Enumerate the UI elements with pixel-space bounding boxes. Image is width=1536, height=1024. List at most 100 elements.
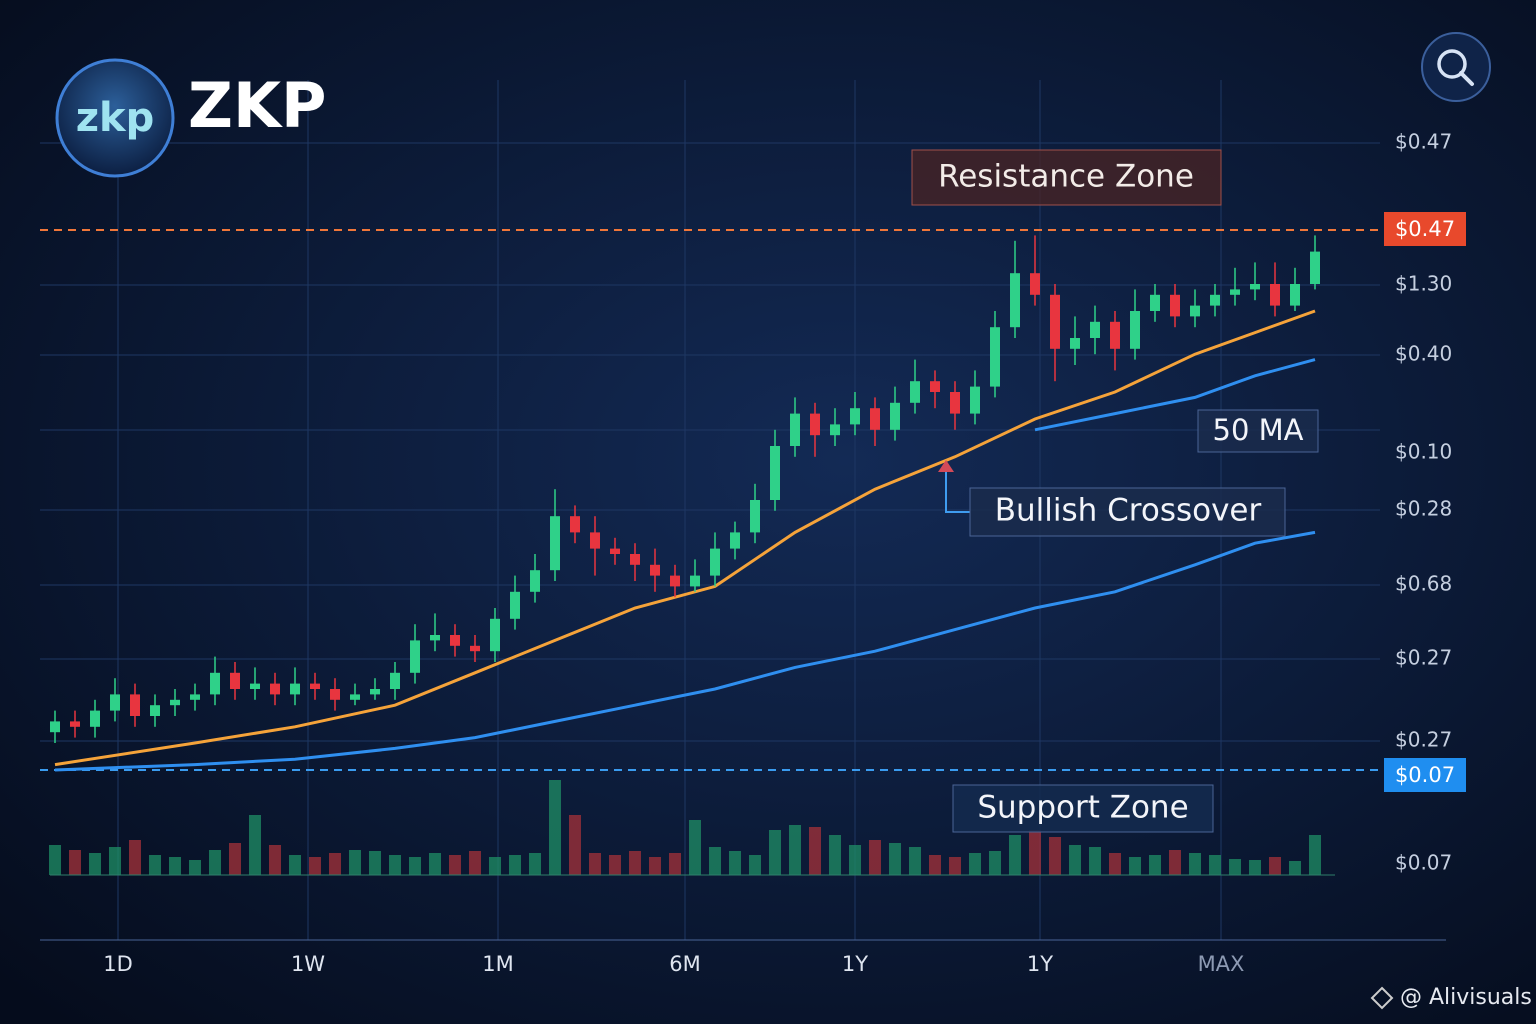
candle-body <box>890 402 900 430</box>
candle-body <box>710 548 720 576</box>
candle-body <box>150 705 160 716</box>
volume-bar <box>1109 853 1121 875</box>
moving-average-line <box>54 530 1316 772</box>
price-label: $0.68 <box>1395 572 1452 596</box>
candle-body <box>1110 321 1120 349</box>
candle-body <box>630 554 640 565</box>
candle-body <box>230 672 240 689</box>
volume-bar <box>729 851 741 875</box>
annotation-box <box>1197 409 1319 453</box>
candle-body <box>130 694 140 716</box>
timeframe-button[interactable]: MAX <box>1198 952 1245 976</box>
candle-body <box>1310 251 1320 284</box>
candle-body <box>870 408 880 430</box>
volume-bar <box>1009 835 1021 875</box>
candle-body <box>1050 294 1060 349</box>
candle-body <box>290 683 300 695</box>
timeframe-button[interactable]: 1W <box>291 952 325 976</box>
candle-body <box>350 694 360 700</box>
volume-bar <box>169 857 181 875</box>
annotation: Resistance Zone <box>938 159 1194 195</box>
volume-bar <box>1069 845 1081 875</box>
price-label: $0.47 <box>1395 130 1452 154</box>
price-label: $0.28 <box>1395 497 1452 521</box>
volume-bar <box>1229 859 1241 875</box>
volume-bar <box>889 843 901 875</box>
annotation-box <box>911 149 1222 206</box>
timeframe-button[interactable]: 6M <box>669 952 700 976</box>
annotation: 50 MA <box>1213 413 1304 447</box>
annotation-box <box>969 487 1286 537</box>
volume-bar <box>1169 850 1181 875</box>
watermark-icon <box>1370 986 1394 1010</box>
candle-body <box>530 570 540 592</box>
candle-body <box>1210 294 1220 306</box>
candle-body <box>910 381 920 403</box>
price-tag <box>1384 758 1466 792</box>
candle-body <box>90 710 100 727</box>
volume-bar <box>809 827 821 875</box>
volume-bar <box>1209 855 1221 875</box>
volume-bar <box>69 850 81 875</box>
volume-bar <box>449 855 461 875</box>
volume-bar <box>49 845 61 875</box>
volume-bar <box>229 843 241 875</box>
volume-bar <box>509 855 521 875</box>
volume-bar <box>769 830 781 875</box>
candle-body <box>490 618 500 652</box>
title: ZKP <box>188 69 326 142</box>
grid <box>40 80 1380 940</box>
volume-bar <box>589 853 601 875</box>
candle-body <box>570 516 580 533</box>
volume-bar <box>389 855 401 875</box>
volume-bar <box>529 853 541 875</box>
price-tag-text: $0.47 <box>1395 217 1455 241</box>
candle-body <box>850 408 860 425</box>
volume-bar <box>1149 855 1161 875</box>
volume-bar <box>469 851 481 875</box>
candle-body <box>590 532 600 549</box>
timeframe-button[interactable]: 1D <box>103 952 133 976</box>
volume-bar <box>209 850 221 875</box>
volume-bar <box>689 820 701 875</box>
candle-body <box>170 699 180 706</box>
candle-body <box>310 683 320 689</box>
candle-body <box>790 413 800 446</box>
candle-body <box>110 694 120 711</box>
volume-bar <box>829 835 841 875</box>
candle-body <box>610 548 620 554</box>
volume-bar <box>1029 830 1041 875</box>
volume-bar <box>629 851 641 875</box>
volume-bar <box>849 845 861 875</box>
timeframe-button[interactable]: 1Y <box>1027 952 1053 976</box>
price-tag <box>1384 212 1466 246</box>
volume-bar <box>1089 847 1101 875</box>
price-label: $0.27 <box>1395 728 1452 752</box>
volume-bar <box>669 853 681 875</box>
candle-body <box>730 532 740 549</box>
candle-body <box>770 446 780 500</box>
candle-body <box>1190 305 1200 317</box>
volume-bar <box>289 855 301 875</box>
annotation-arrow <box>938 460 954 472</box>
candle-body <box>330 689 340 700</box>
candle-body <box>450 635 460 646</box>
volume-bar <box>349 850 361 875</box>
timeframe-button[interactable]: 1Y <box>842 952 868 976</box>
candle-body <box>1070 338 1080 349</box>
volume-bar <box>1269 857 1281 875</box>
price-tag-text: $0.07 <box>1395 763 1455 787</box>
candle-body <box>270 683 280 695</box>
price-label: $0.40 <box>1395 342 1452 366</box>
candle-body <box>1150 294 1160 311</box>
volume-bar <box>269 845 281 875</box>
volume-bar <box>89 853 101 875</box>
volume-bar <box>309 857 321 875</box>
search-button[interactable] <box>1421 32 1491 102</box>
timeframe-button[interactable]: 1M <box>482 952 513 976</box>
candle-body <box>690 575 700 587</box>
watermark: @ Alivisuals <box>1400 985 1532 1010</box>
logo-text: zkp <box>76 95 155 141</box>
volume-bar <box>329 853 341 875</box>
